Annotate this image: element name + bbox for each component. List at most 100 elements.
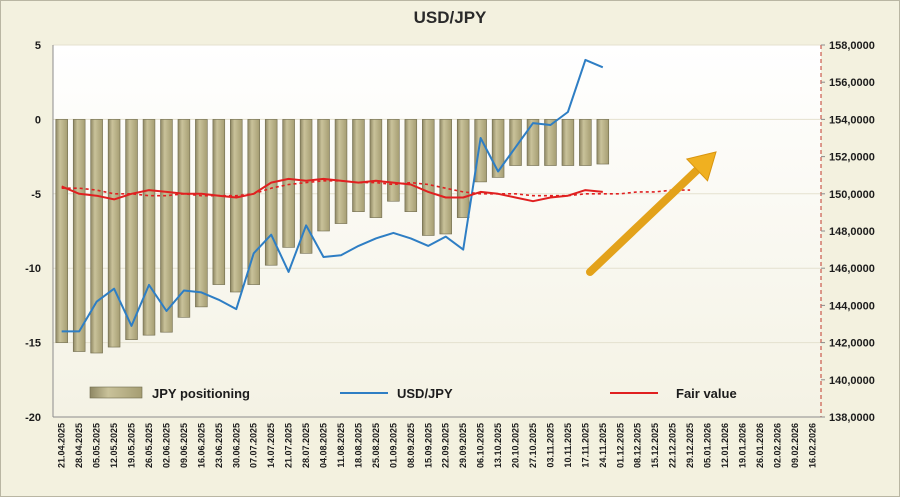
right-tick-10: 138,0000 xyxy=(829,412,875,424)
x-tick-0: 21.04.2025 xyxy=(57,423,67,468)
bar-31 xyxy=(596,119,610,165)
legend-label-0: JPY positioning xyxy=(152,386,250,401)
x-tick-10: 30.06.2025 xyxy=(231,423,241,468)
x-tick-16: 11.08.2025 xyxy=(336,423,346,468)
x-tick-7: 09.06.2025 xyxy=(179,423,189,468)
bar-11 xyxy=(247,119,260,285)
bar-25 xyxy=(491,119,505,178)
legend-swatch-0 xyxy=(89,386,143,399)
x-tick-14: 28.07.2025 xyxy=(301,423,311,468)
right-tick-8: 142,0000 xyxy=(829,338,875,350)
right-tick-3: 152,0000 xyxy=(829,152,875,164)
right-tick-6: 146,0000 xyxy=(829,263,875,275)
x-tick-30: 17.11.2025 xyxy=(580,423,590,468)
x-tick-43: 16.02.2026 xyxy=(807,423,817,468)
x-tick-19: 01.09.2025 xyxy=(388,423,398,468)
bar-19 xyxy=(387,119,400,202)
x-tick-36: 29.12.2025 xyxy=(685,423,695,468)
right-tick-4: 150,0000 xyxy=(829,189,875,201)
left-tick-2: -5 xyxy=(31,189,41,201)
x-tick-22: 22.09.2025 xyxy=(441,423,451,468)
trend-annotation xyxy=(586,151,717,276)
right-tick-7: 144,0000 xyxy=(829,300,875,312)
x-tick-2: 05.05.2025 xyxy=(92,423,102,468)
tick-labels: 5 0 -5 -10 -15 -20 158,0000 156,0000 154,0000 152… xyxy=(25,40,875,468)
bar-26 xyxy=(509,119,522,166)
arrow-shaft xyxy=(586,165,702,276)
bar-4 xyxy=(125,119,138,340)
right-tick-9: 140,0000 xyxy=(829,375,875,387)
x-tick-41: 02.02.2026 xyxy=(772,423,782,468)
x-tick-20: 08.09.2025 xyxy=(406,423,416,468)
x-tick-28: 03.11.2025 xyxy=(545,423,555,468)
x-tick-37: 05.01.2026 xyxy=(703,423,713,468)
bar-30 xyxy=(579,119,592,166)
x-tick-12: 14.07.2025 xyxy=(266,423,276,468)
chart-title: USD/JPY xyxy=(413,8,487,27)
bar-18 xyxy=(369,119,383,218)
bar-7 xyxy=(177,119,191,318)
x-tick-6: 02.06.2025 xyxy=(161,423,171,468)
x-tick-27: 27.10.2025 xyxy=(528,423,538,468)
bar-17 xyxy=(352,119,365,212)
bar-21 xyxy=(422,119,435,236)
x-tick-38: 12.01.2026 xyxy=(720,423,730,468)
x-tick-9: 23.06.2025 xyxy=(214,423,224,468)
x-tick-15: 04.08.2025 xyxy=(319,423,329,468)
left-tick-3: -10 xyxy=(25,263,41,275)
x-tick-1: 28.04.2025 xyxy=(74,423,84,468)
bar-14 xyxy=(299,119,313,254)
bar-2 xyxy=(90,119,103,354)
bar-8 xyxy=(195,119,208,308)
x-tick-24: 06.10.2025 xyxy=(476,423,486,468)
x-tick-26: 20.10.2025 xyxy=(511,423,521,468)
right-tick-5: 148,0000 xyxy=(829,226,875,238)
x-tick-17: 18.08.2025 xyxy=(353,423,363,468)
right-tick-0: 158,0000 xyxy=(829,40,875,52)
bar-9 xyxy=(212,119,226,285)
x-tick-25: 13.10.2025 xyxy=(493,423,503,468)
x-tick-4: 19.05.2025 xyxy=(127,423,137,468)
legend-label-1: USD/JPY xyxy=(397,386,453,401)
bar-15 xyxy=(317,119,330,232)
legend: JPY positioning USD/JPY Fair value xyxy=(89,386,737,401)
arrow-head xyxy=(685,151,717,182)
bar-12 xyxy=(264,119,278,266)
x-tick-8: 16.06.2025 xyxy=(196,423,206,468)
x-tick-11: 07.07.2025 xyxy=(249,423,259,468)
x-tick-35: 22.12.2025 xyxy=(668,423,678,468)
x-tick-3: 12.05.2025 xyxy=(109,423,119,468)
x-tick-21: 15.09.2025 xyxy=(423,423,433,468)
series-line-fair-value xyxy=(61,177,603,203)
right-tick-2: 154,0000 xyxy=(829,114,875,126)
series-line-usd-jpy xyxy=(61,58,604,333)
bar-6 xyxy=(160,119,173,333)
bar-3 xyxy=(107,119,121,348)
bar-24 xyxy=(474,119,487,183)
left-tick-4: -15 xyxy=(25,338,41,350)
right-tick-1: 156,0000 xyxy=(829,77,875,89)
line-series xyxy=(61,58,691,333)
bar-20 xyxy=(404,119,418,212)
left-tick-1: 0 xyxy=(35,114,41,126)
bar-29 xyxy=(561,119,575,166)
bar-13 xyxy=(282,119,295,248)
x-tick-32: 01.12.2025 xyxy=(615,423,625,468)
bar-28 xyxy=(544,119,557,166)
left-tick-0: 5 xyxy=(35,40,41,52)
legend-label-2: Fair value xyxy=(676,386,737,401)
x-tick-5: 26.05.2025 xyxy=(144,423,154,468)
bar-22 xyxy=(439,119,452,235)
x-tick-13: 21.07.2025 xyxy=(284,423,294,468)
x-tick-18: 25.08.2025 xyxy=(371,423,381,468)
x-tick-39: 19.01.2026 xyxy=(737,423,747,468)
bar-series xyxy=(55,119,610,354)
x-tick-40: 26.01.2026 xyxy=(755,423,765,468)
bar-27 xyxy=(526,119,540,166)
bar-5 xyxy=(142,119,156,336)
bar-16 xyxy=(334,119,348,224)
x-tick-34: 15.12.2025 xyxy=(650,423,660,468)
left-tick-5: -20 xyxy=(25,412,41,424)
x-tick-31: 24.11.2025 xyxy=(598,423,608,468)
